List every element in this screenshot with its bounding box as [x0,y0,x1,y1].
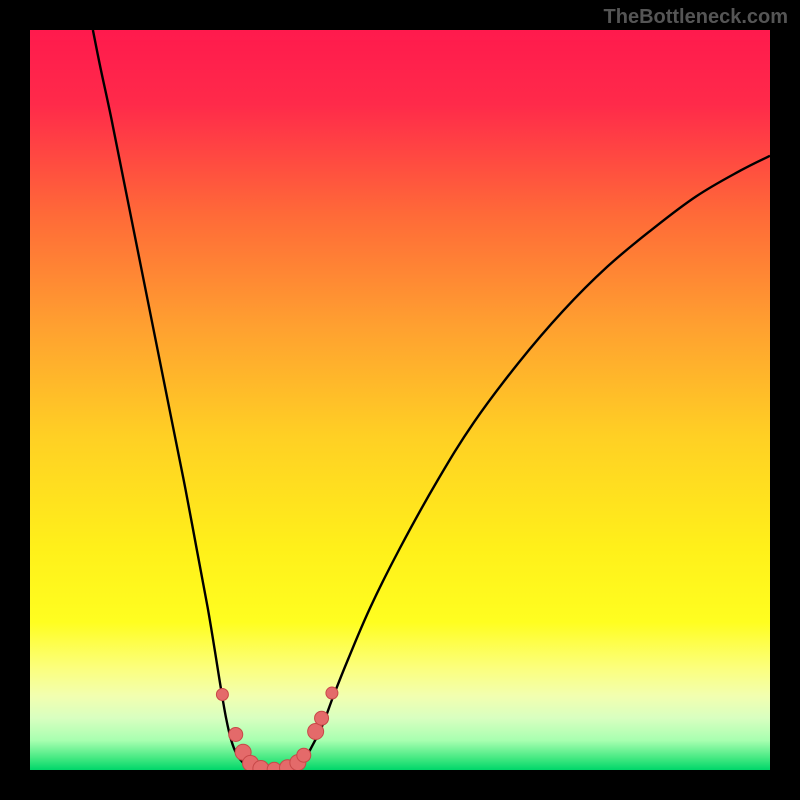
data-marker [229,727,243,741]
data-marker [297,748,311,762]
data-marker [315,711,329,725]
data-marker [308,724,324,740]
data-marker [216,689,228,701]
plot-area [30,30,770,770]
data-marker [326,687,338,699]
watermark-label: TheBottleneck.com [604,6,788,29]
bottleneck-curve [93,30,770,770]
curve-layer [30,30,770,770]
